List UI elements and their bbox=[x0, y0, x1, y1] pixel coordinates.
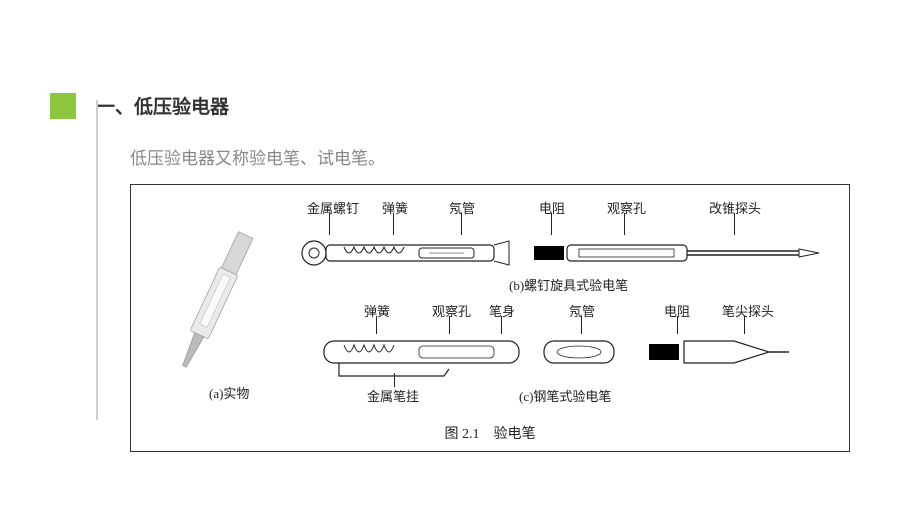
pen-photo-icon bbox=[154, 218, 274, 388]
accent-block bbox=[50, 93, 76, 119]
leader-line bbox=[329, 213, 330, 235]
pen-tester-icon bbox=[314, 331, 814, 386]
leader-line bbox=[734, 213, 735, 235]
label-top-3: 氖管 bbox=[449, 198, 475, 217]
vertical-divider bbox=[96, 100, 98, 420]
label-top-1: 金属螺钉 bbox=[307, 198, 359, 217]
label-top-4: 电阻 bbox=[539, 198, 565, 217]
leader-line bbox=[551, 213, 552, 235]
leader-line bbox=[394, 373, 395, 387]
label-top-6: 改锥探头 bbox=[709, 198, 761, 217]
label-top-5: 观察孔 bbox=[607, 198, 646, 217]
screwdriver-tester-icon bbox=[299, 233, 829, 273]
label-bot-4: 氖管 bbox=[569, 301, 595, 320]
section-description: 低压验电器又称验电笔、试电笔。 bbox=[130, 144, 920, 169]
sub-label-a: (a)实物 bbox=[209, 383, 249, 402]
section-header: 一、低压验电器 bbox=[50, 92, 920, 119]
figure-container: (a)实物 金属螺钉 弹簧 氖管 电阻 观察孔 改锥探头 bbox=[130, 184, 850, 452]
label-top-2: 弹簧 bbox=[382, 198, 408, 217]
label-bot-7: 金属笔挂 bbox=[367, 386, 419, 405]
sub-label-b: (b)螺钉旋具式验电笔 bbox=[509, 275, 628, 294]
section-title: 一、低压验电器 bbox=[96, 92, 229, 119]
label-bot-6: 笔尖探头 bbox=[722, 301, 774, 320]
slide-title: 任务一 常用的电工工具及使用 bbox=[0, 0, 920, 57]
label-bot-1: 弹簧 bbox=[364, 301, 390, 320]
label-bot-3: 笔身 bbox=[489, 301, 515, 320]
leader-line bbox=[393, 213, 394, 235]
figure-caption: 图 2.1 验电笔 bbox=[139, 423, 841, 443]
figure-content: (a)实物 金属螺钉 弹簧 氖管 电阻 观察孔 改锥探头 bbox=[139, 193, 841, 418]
leader-line bbox=[461, 213, 462, 235]
sub-label-c: (c)钢笔式验电笔 bbox=[519, 386, 611, 405]
leader-line bbox=[624, 213, 625, 235]
label-bot-2: 观察孔 bbox=[432, 301, 471, 320]
